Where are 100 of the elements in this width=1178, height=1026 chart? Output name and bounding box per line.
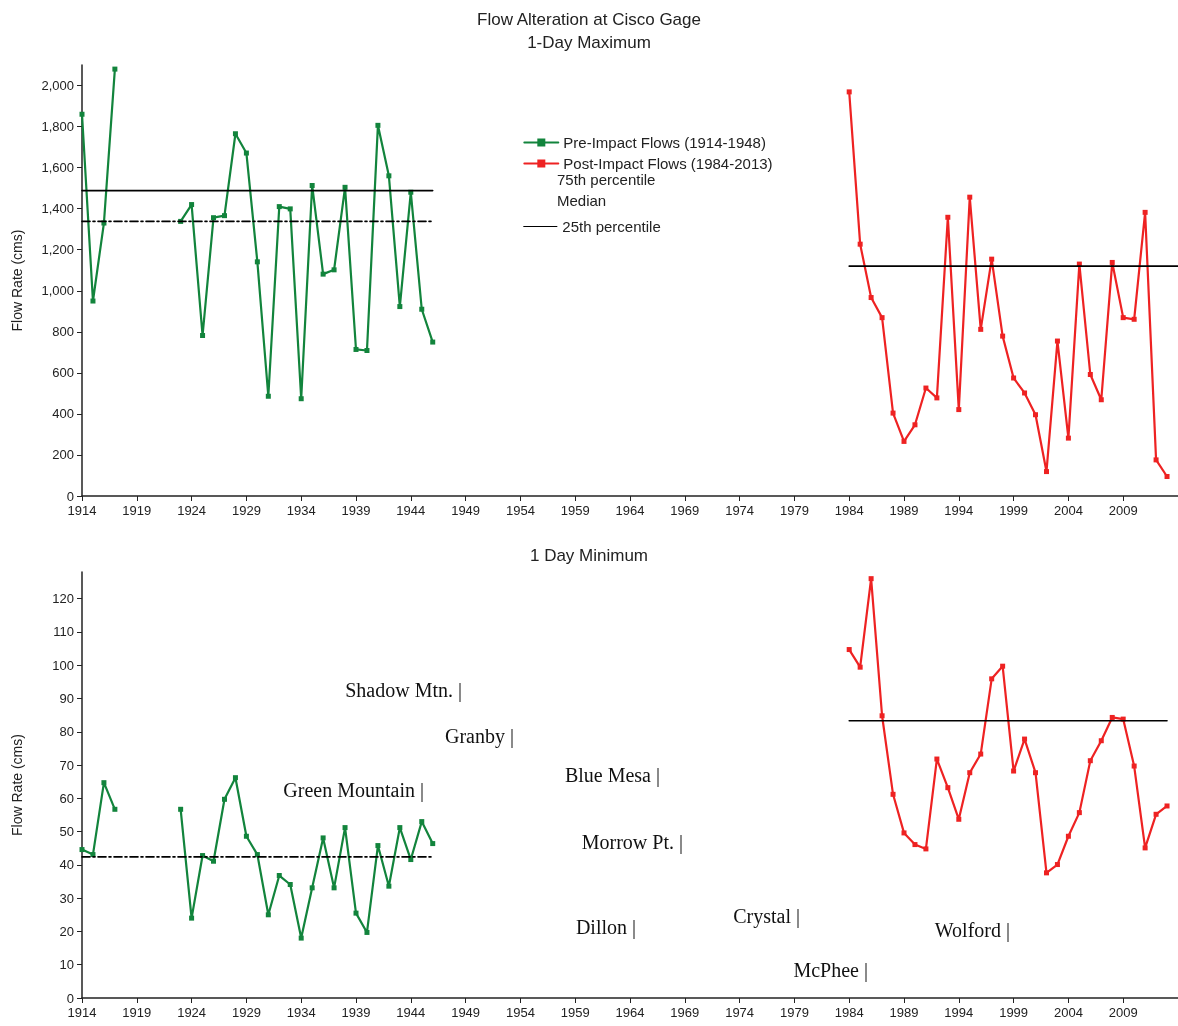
point <box>287 206 293 212</box>
point <box>1000 333 1006 339</box>
point <box>221 213 227 219</box>
annotation: Crystal | <box>733 905 800 928</box>
point <box>309 182 315 188</box>
x-tick-label: 1999 <box>999 503 1029 518</box>
point <box>419 306 425 312</box>
x-tick-label: 2009 <box>1108 1005 1138 1020</box>
x-tick-label: 1954 <box>505 1005 535 1020</box>
point <box>1033 770 1039 776</box>
point <box>276 873 282 879</box>
point <box>1120 315 1126 321</box>
point <box>945 214 951 220</box>
y-tick-label: 20 <box>59 923 74 939</box>
point <box>1142 845 1148 851</box>
x-tick-label: 1984 <box>834 503 864 518</box>
point <box>1065 833 1071 839</box>
point <box>1076 810 1082 816</box>
y-tick-label: 80 <box>59 724 74 740</box>
point <box>342 184 348 190</box>
point <box>79 847 85 853</box>
point <box>320 835 326 841</box>
x-tick-label: 2009 <box>1108 503 1138 518</box>
point <box>879 315 885 321</box>
x-tick-label: 1954 <box>505 503 535 518</box>
annotation: 75th percentile <box>557 171 656 188</box>
x-tick-label: 1964 <box>615 1005 645 1020</box>
y-tick-label: 1,000 <box>41 283 74 299</box>
point <box>1098 738 1104 744</box>
x-tick-label: 1939 <box>341 1005 371 1020</box>
point <box>978 326 984 332</box>
point <box>309 885 315 891</box>
point <box>857 241 863 247</box>
x-tick-label: 1984 <box>834 1005 864 1020</box>
x-tick-label: 1999 <box>999 1005 1029 1020</box>
chart-title: Flow Alteration at Cisco Gage <box>477 10 701 29</box>
x-tick-label: 1944 <box>396 503 426 518</box>
point <box>232 131 238 137</box>
point <box>1000 663 1006 669</box>
x-tick-label: 1929 <box>231 1005 261 1020</box>
point <box>430 841 436 847</box>
x-tick-label: 1939 <box>341 503 371 518</box>
x-tick-label: 1979 <box>779 503 809 518</box>
x-tick-label: 1924 <box>177 1005 207 1020</box>
y-tick-label: 800 <box>52 324 74 340</box>
y-tick-label: 30 <box>59 890 74 906</box>
x-tick-label: 1959 <box>560 503 590 518</box>
point <box>978 751 984 757</box>
point <box>1043 469 1049 475</box>
point <box>1065 435 1071 441</box>
point <box>265 393 271 399</box>
y-tick-label: 200 <box>52 447 74 463</box>
annotation: Blue Mesa | <box>564 764 660 787</box>
point <box>1011 375 1017 381</box>
y-axis-title: Flow Rate (cms) <box>9 229 25 332</box>
point <box>243 150 249 156</box>
x-tick-label: 1914 <box>67 1005 97 1020</box>
point <box>912 842 918 848</box>
point <box>1164 803 1170 809</box>
x-tick-label: 1994 <box>944 503 974 518</box>
point <box>934 395 940 401</box>
point <box>386 883 392 889</box>
annotation: Dillon | <box>575 916 636 939</box>
point <box>1098 397 1104 403</box>
point <box>276 204 282 210</box>
point <box>397 304 403 310</box>
annotation: Median <box>557 192 607 209</box>
x-tick-label: 1989 <box>889 1005 919 1020</box>
point <box>90 298 96 304</box>
legend-label: 25th percentile <box>562 218 661 235</box>
y-tick-label: 10 <box>59 957 74 973</box>
point <box>912 422 918 428</box>
point <box>331 885 337 891</box>
point <box>353 910 359 916</box>
y-tick-label: 70 <box>59 757 74 773</box>
x-tick-label: 1974 <box>725 1005 755 1020</box>
x-tick-label: 1924 <box>177 503 207 518</box>
point <box>1164 474 1170 479</box>
y-tick-label: 50 <box>59 824 74 840</box>
point <box>989 676 995 682</box>
x-tick-label: 2004 <box>1053 1005 1083 1020</box>
point <box>112 806 118 812</box>
point <box>846 647 852 653</box>
point <box>846 89 852 95</box>
x-tick-label: 1969 <box>670 503 700 518</box>
y-tick-label: 600 <box>52 365 74 381</box>
y-tick-label: 1,400 <box>41 201 74 217</box>
point <box>265 912 271 918</box>
point <box>375 843 381 849</box>
y-tick-label: 400 <box>52 406 74 422</box>
x-tick-label: 1994 <box>944 1005 974 1020</box>
y-tick-label: 0 <box>66 990 74 1006</box>
x-tick-label: 1934 <box>286 503 316 518</box>
point <box>956 816 962 822</box>
point <box>375 122 381 128</box>
point <box>320 271 326 277</box>
y-axis-title: Flow Rate (cms) <box>9 734 25 836</box>
point <box>901 438 907 444</box>
point <box>1109 714 1115 720</box>
point <box>419 819 425 825</box>
